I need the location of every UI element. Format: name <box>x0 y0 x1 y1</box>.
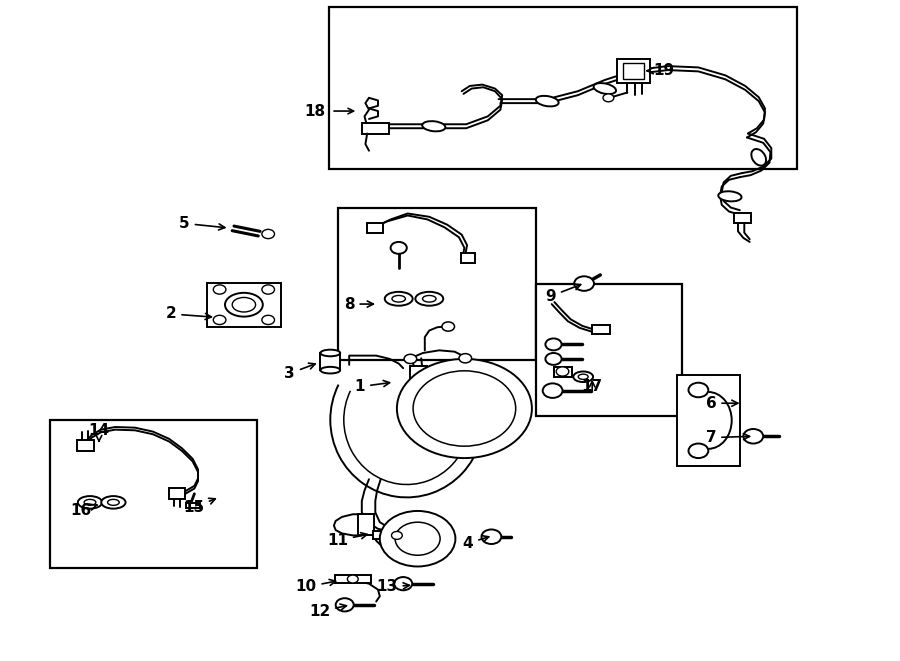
Bar <box>77 440 94 451</box>
Bar <box>677 375 740 466</box>
Bar <box>186 503 200 508</box>
Circle shape <box>543 383 562 398</box>
Circle shape <box>380 511 455 566</box>
Circle shape <box>336 598 354 611</box>
Bar <box>320 353 340 370</box>
Text: 10: 10 <box>295 580 336 594</box>
Ellipse shape <box>752 149 766 166</box>
Bar <box>410 366 427 379</box>
Circle shape <box>397 359 532 458</box>
Bar <box>358 514 374 535</box>
Bar <box>367 223 382 233</box>
Circle shape <box>743 429 763 444</box>
Ellipse shape <box>536 96 559 106</box>
Bar <box>50 420 256 568</box>
Bar <box>169 488 185 499</box>
Bar <box>617 59 650 83</box>
Bar <box>734 213 751 223</box>
Bar <box>373 531 421 539</box>
Bar <box>335 575 371 583</box>
Circle shape <box>395 522 440 555</box>
Bar <box>338 208 536 360</box>
Text: 19: 19 <box>647 63 675 78</box>
Ellipse shape <box>415 292 443 305</box>
Circle shape <box>394 577 412 590</box>
Bar <box>328 7 796 169</box>
Ellipse shape <box>392 295 405 302</box>
Circle shape <box>545 353 562 365</box>
Circle shape <box>603 94 614 102</box>
Text: 6: 6 <box>706 396 738 410</box>
Text: 14: 14 <box>88 424 110 438</box>
Text: 18: 18 <box>304 104 326 118</box>
Bar <box>592 325 610 334</box>
Ellipse shape <box>101 496 126 509</box>
Ellipse shape <box>573 371 593 382</box>
Text: 8: 8 <box>344 297 374 311</box>
Ellipse shape <box>108 500 119 505</box>
Text: 16: 16 <box>70 503 97 518</box>
Text: 11: 11 <box>327 533 367 548</box>
Circle shape <box>262 229 274 239</box>
Ellipse shape <box>320 350 340 356</box>
Ellipse shape <box>422 121 446 132</box>
Bar <box>461 253 475 263</box>
Bar <box>536 284 682 416</box>
Ellipse shape <box>225 293 263 317</box>
Bar <box>554 367 572 377</box>
Ellipse shape <box>594 83 616 94</box>
Circle shape <box>404 354 417 364</box>
Circle shape <box>391 242 407 254</box>
Bar <box>207 283 281 327</box>
Text: 7: 7 <box>706 430 750 445</box>
Circle shape <box>213 285 226 294</box>
Circle shape <box>442 322 454 331</box>
Ellipse shape <box>385 292 412 305</box>
Ellipse shape <box>718 191 742 202</box>
Ellipse shape <box>77 496 103 509</box>
Circle shape <box>413 371 516 446</box>
Text: 1: 1 <box>355 379 390 394</box>
Circle shape <box>392 531 402 539</box>
Circle shape <box>262 315 274 325</box>
Bar <box>623 63 644 79</box>
Text: 3: 3 <box>284 363 315 381</box>
Circle shape <box>545 338 562 350</box>
Circle shape <box>688 383 708 397</box>
Ellipse shape <box>578 374 589 379</box>
Circle shape <box>262 285 274 294</box>
Circle shape <box>213 315 226 325</box>
Circle shape <box>459 354 472 363</box>
Ellipse shape <box>423 295 436 302</box>
Text: 13: 13 <box>376 580 410 594</box>
Text: 9: 9 <box>545 284 580 303</box>
Circle shape <box>556 367 569 376</box>
Ellipse shape <box>85 500 96 505</box>
Text: 17: 17 <box>581 379 603 394</box>
Ellipse shape <box>320 367 340 373</box>
Circle shape <box>574 276 594 291</box>
Text: 4: 4 <box>463 535 489 551</box>
Text: 12: 12 <box>309 604 346 619</box>
Circle shape <box>482 529 501 544</box>
Ellipse shape <box>232 297 256 312</box>
Bar <box>362 123 389 134</box>
Text: 5: 5 <box>179 216 225 231</box>
Circle shape <box>688 444 708 458</box>
Text: 15: 15 <box>183 498 215 515</box>
Circle shape <box>347 575 358 583</box>
Text: 2: 2 <box>166 307 212 321</box>
